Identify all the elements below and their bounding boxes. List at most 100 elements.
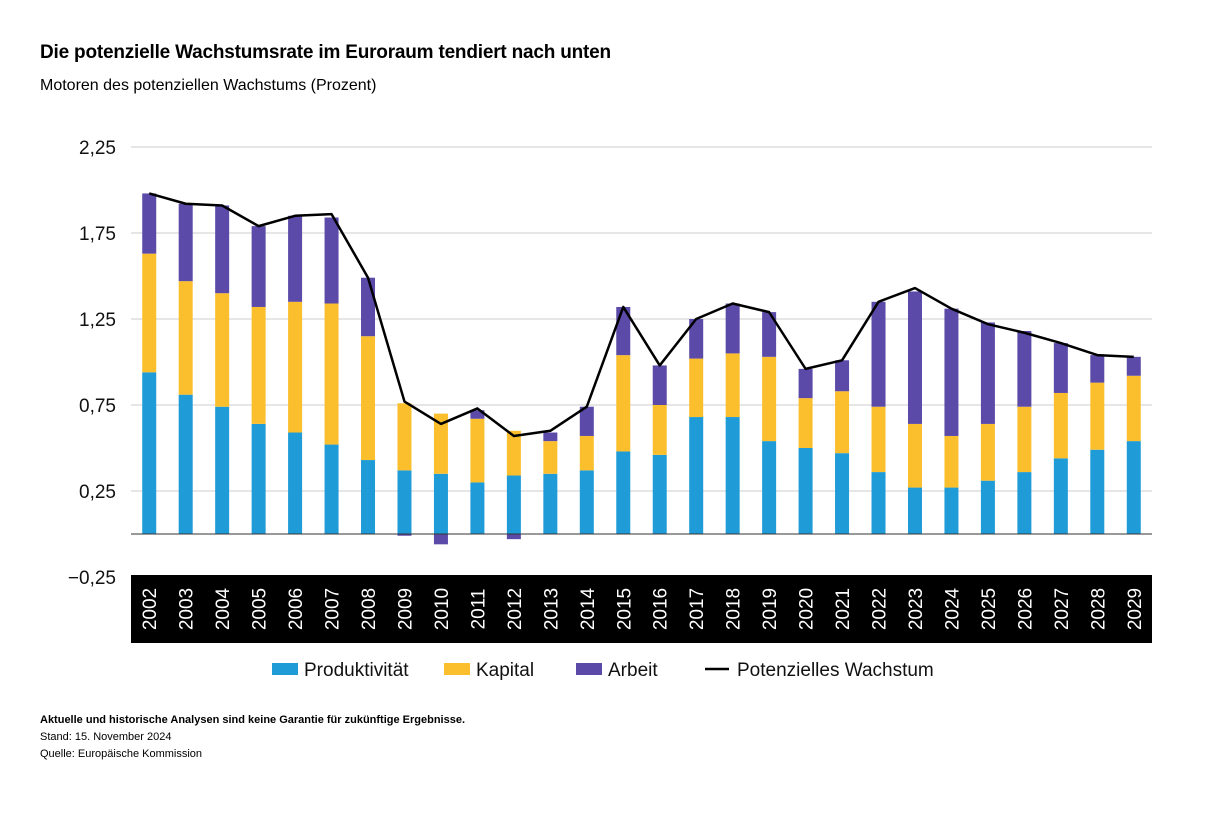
bar-produktivitaet-2011 (470, 482, 485, 534)
chart-subtitle: Motoren des potenziellen Wachstums (Proz… (40, 77, 377, 94)
bar-produktivitaet-2025 (980, 480, 995, 534)
bar-produktivitaet-2023 (907, 487, 922, 534)
bar-kapital-2023 (907, 423, 922, 488)
bar-produktivitaet-2014 (579, 470, 594, 534)
year-label: 2017 (687, 588, 708, 630)
legend-label-kapital: Kapital (476, 660, 534, 681)
year-label: 2012 (505, 588, 526, 630)
bar-kapital-2029 (1126, 375, 1141, 442)
bar-produktivitaet-2021 (835, 453, 850, 534)
year-label: 2013 (541, 588, 562, 630)
year-label: 2006 (286, 588, 307, 630)
bar-produktivitaet-2026 (1017, 472, 1032, 534)
bar-kapital-2025 (980, 423, 995, 481)
bar-kapital-2002 (142, 253, 157, 373)
year-label: 2020 (797, 588, 818, 630)
y-tick-label: 0,25 (79, 482, 116, 503)
bar-arbeit-2019 (762, 312, 777, 357)
disclaimer-note: Aktuelle und historische Analysen sind k… (40, 714, 466, 726)
legend: Produktivität Kapital Arbeit Potenzielles W… (272, 660, 934, 681)
year-label: 2025 (979, 588, 1000, 630)
bar-arbeit-2014 (579, 406, 594, 436)
legend-swatch-produktivitaet (272, 663, 298, 675)
bar-kapital-2024 (944, 435, 959, 488)
year-label: 2004 (213, 587, 234, 630)
bar-arbeit-2022 (871, 301, 886, 407)
bar-produktivitaet-2027 (1053, 458, 1068, 534)
year-label: 2022 (870, 588, 891, 630)
year-label: 2011 (468, 589, 489, 630)
chart: 2,251,751,250,750,25−0,25 2002 2003 2004 20… (68, 138, 1152, 681)
y-tick-label: 2,25 (79, 138, 116, 159)
bar-kapital-2004 (215, 293, 230, 407)
bar-arbeit-2009 (397, 534, 412, 536)
bar-kapital-2027 (1053, 392, 1068, 459)
bar-arbeit-2018 (725, 303, 740, 354)
bar-produktivitaet-2017 (689, 417, 704, 534)
legend-label-arbeit: Arbeit (608, 660, 658, 681)
bar-arbeit-2012 (506, 534, 521, 540)
bar-produktivitaet-2005 (251, 423, 266, 534)
bar-kapital-2017 (689, 358, 704, 418)
bar-arbeit-2017 (689, 319, 704, 359)
year-label: 2029 (1125, 588, 1146, 630)
bar-arbeit-2007 (324, 217, 339, 304)
year-label: 2027 (1052, 588, 1073, 630)
year-label: 2019 (760, 588, 781, 630)
year-label: 2018 (724, 588, 745, 630)
bar-produktivitaet-2028 (1090, 449, 1105, 534)
bar-produktivitaet-2009 (397, 470, 412, 534)
bar-kapital-2003 (178, 281, 193, 395)
bar-kapital-2008 (361, 336, 376, 461)
bar-arbeit-2027 (1053, 343, 1068, 393)
bar-kapital-2010 (433, 413, 448, 474)
bar-arbeit-2026 (1017, 331, 1032, 407)
gridlines (131, 146, 1152, 492)
bar-kapital-2022 (871, 406, 886, 473)
bar-produktivitaet-2004 (215, 406, 230, 534)
bar-produktivitaet-2020 (798, 448, 813, 534)
bar-produktivitaet-2018 (725, 417, 740, 534)
y-tick-label: 1,75 (79, 224, 116, 245)
bar-kapital-2016 (652, 405, 667, 455)
bar-produktivitaet-2013 (543, 473, 558, 534)
bar-produktivitaet-2010 (433, 473, 448, 534)
bar-kapital-2012 (506, 430, 521, 476)
bar-produktivitaet-2016 (652, 454, 667, 534)
bar-kapital-2014 (579, 435, 594, 471)
y-tick-label: 0,75 (79, 396, 116, 417)
bar-arbeit-2008 (361, 277, 376, 337)
bar-arbeit-2010 (433, 534, 448, 545)
year-label: 2009 (395, 588, 416, 630)
bar-arbeit-2013 (543, 432, 558, 442)
bar-kapital-2011 (470, 418, 485, 483)
year-label: 2028 (1088, 588, 1109, 630)
year-axis-band (131, 575, 1152, 643)
bar-arbeit-2024 (944, 308, 959, 436)
legend-label-line: Potenzielles Wachstum (737, 660, 934, 681)
bar-produktivitaet-2024 (944, 487, 959, 534)
year-label: 2026 (1015, 588, 1036, 630)
legend-swatch-arbeit (576, 663, 602, 675)
year-label: 2023 (906, 588, 927, 630)
bar-produktivitaet-2008 (361, 460, 376, 534)
bar-produktivitaet-2022 (871, 472, 886, 534)
year-label: 2015 (614, 588, 635, 630)
bar-arbeit-2023 (907, 291, 922, 424)
bar-arbeit-2029 (1126, 356, 1141, 376)
bar-kapital-2009 (397, 403, 412, 471)
bar-arbeit-2011 (470, 410, 485, 419)
date-note: Stand: 15. November 2024 (40, 731, 172, 743)
chart-title: Die potenzielle Wachstumsrate im Eurorau… (40, 42, 611, 63)
year-label: 2007 (323, 588, 344, 630)
bars (142, 193, 1141, 545)
x-axis-labels: 2002 2003 2004 2005 2006 2007 2008 2009 2010 2011… (140, 587, 1146, 630)
bar-arbeit-2003 (178, 203, 193, 282)
potential-growth-line (148, 192, 1134, 438)
legend-swatch-kapital (444, 663, 470, 675)
bar-arbeit-2025 (980, 322, 995, 424)
year-label: 2002 (140, 588, 161, 630)
bar-arbeit-2020 (798, 368, 813, 399)
year-label: 2021 (833, 588, 854, 630)
y-axis-labels: 2,25 1,75 1,25 0,75 0,25 −0,25 (68, 138, 116, 589)
